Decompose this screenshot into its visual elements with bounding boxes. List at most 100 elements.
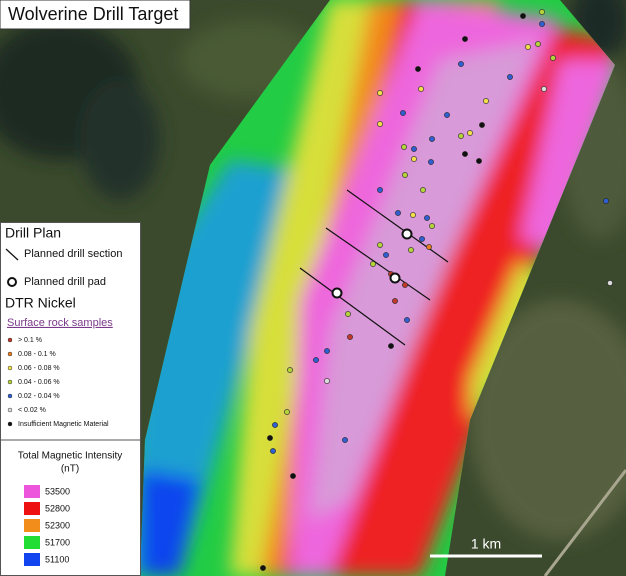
sample-symbol bbox=[7, 421, 13, 427]
legend-item: < 0.02 % bbox=[18, 407, 46, 414]
sample-symbol bbox=[7, 407, 13, 413]
drill-pads bbox=[331, 228, 413, 299]
legend-item: 0.06 - 0.08 % bbox=[18, 365, 60, 372]
sample-symbol bbox=[7, 337, 13, 343]
legend-box bbox=[0, 222, 141, 576]
color-swatch bbox=[24, 553, 40, 566]
color-swatch bbox=[24, 519, 40, 532]
sample-point bbox=[402, 282, 408, 288]
sample-point bbox=[520, 13, 526, 19]
sample-point bbox=[424, 215, 430, 221]
sample-point bbox=[541, 86, 547, 92]
legend-item: 53500 bbox=[45, 486, 70, 496]
sample-point bbox=[525, 44, 531, 50]
color-swatch bbox=[24, 502, 40, 515]
sample-point bbox=[383, 252, 389, 258]
sample-point bbox=[272, 422, 278, 428]
sample-point bbox=[392, 298, 398, 304]
sample-point bbox=[313, 357, 319, 363]
color-swatch bbox=[24, 536, 40, 549]
title-box bbox=[0, 0, 191, 30]
sample-point bbox=[462, 151, 468, 157]
sample-point bbox=[444, 112, 450, 118]
legend-item: 52800 bbox=[45, 503, 70, 513]
sample-point bbox=[377, 90, 383, 96]
sample-point bbox=[411, 156, 417, 162]
legend-item: Planned drill section bbox=[24, 248, 122, 260]
sample-symbol bbox=[7, 351, 13, 357]
section-symbol bbox=[5, 248, 19, 261]
sample-point bbox=[370, 261, 376, 267]
legend-item: > 0.1 % bbox=[18, 337, 42, 344]
sample-point bbox=[419, 236, 425, 242]
sample-point bbox=[377, 187, 383, 193]
legend-item: 0.08 - 0.1 % bbox=[18, 351, 56, 358]
legend-heading: Drill Plan bbox=[5, 225, 61, 241]
sample-point bbox=[324, 378, 330, 384]
sample-legend: > 0.1 % 0.08 - 0.1 % 0.06 - 0.08 % 0.04 - 0… bbox=[7, 337, 109, 428]
legend-item: Planned drill pad bbox=[24, 276, 106, 288]
legend-item: Insufficient Magnetic Material bbox=[18, 421, 109, 428]
sample-point bbox=[420, 187, 426, 193]
sample-point bbox=[426, 244, 432, 250]
sample-point bbox=[507, 74, 513, 80]
sample-point bbox=[462, 36, 468, 42]
legend-subheading: Surface rock samples bbox=[7, 317, 113, 329]
sample-point bbox=[347, 334, 353, 340]
sample-point bbox=[535, 41, 541, 47]
sample-point bbox=[429, 223, 435, 229]
sample-point bbox=[429, 136, 435, 142]
sample-point bbox=[287, 367, 293, 373]
magnetic-legend: 53500 52800 52300 51700 51100 bbox=[24, 485, 70, 566]
sample-point bbox=[410, 212, 416, 218]
magnetic-title: Total Magnetic Intensity bbox=[18, 451, 123, 462]
sample-point bbox=[345, 311, 351, 317]
sample-point bbox=[603, 198, 609, 204]
sample-point bbox=[458, 133, 464, 139]
sample-point bbox=[388, 343, 394, 349]
sample-symbol bbox=[7, 379, 13, 385]
sample-point bbox=[284, 409, 290, 415]
sample-point bbox=[290, 473, 296, 479]
pad-symbol bbox=[7, 277, 17, 287]
sample-point bbox=[418, 86, 424, 92]
legend-item: 52300 bbox=[45, 520, 70, 530]
sample-point bbox=[539, 9, 545, 15]
sample-point bbox=[411, 146, 417, 152]
sample-point bbox=[408, 247, 414, 253]
sample-point bbox=[324, 348, 330, 354]
sample-point bbox=[539, 21, 545, 27]
sample-point bbox=[467, 130, 473, 136]
sample-point bbox=[400, 110, 406, 116]
legend-item: 51700 bbox=[45, 537, 70, 547]
sample-point bbox=[270, 448, 276, 454]
sample-point bbox=[458, 61, 464, 67]
drill-sections bbox=[299, 189, 449, 346]
sample-point bbox=[402, 172, 408, 178]
road bbox=[543, 469, 626, 576]
sample-point bbox=[415, 66, 421, 72]
sample-point bbox=[428, 159, 434, 165]
map-title: Wolverine Drill Target bbox=[8, 4, 178, 24]
sample-point bbox=[483, 98, 489, 104]
sample-point bbox=[342, 437, 348, 443]
sample-point bbox=[377, 242, 383, 248]
sample-point bbox=[395, 210, 401, 216]
sample-point bbox=[479, 122, 485, 128]
sample-symbol bbox=[7, 365, 13, 371]
sample-point bbox=[404, 317, 410, 323]
sample-point bbox=[267, 435, 273, 441]
sample-point bbox=[377, 121, 383, 127]
sample-symbol bbox=[7, 393, 13, 399]
legend-item: 0.02 - 0.04 % bbox=[18, 393, 60, 400]
sample-points bbox=[260, 9, 613, 571]
legend-item: 51100 bbox=[45, 554, 69, 564]
scale-label: 1 km bbox=[471, 536, 501, 552]
sample-point bbox=[260, 565, 266, 571]
legend-item: 0.04 - 0.06 % bbox=[18, 379, 60, 386]
sample-point bbox=[607, 280, 613, 286]
magnetic-unit: (nT) bbox=[61, 464, 79, 475]
sample-point bbox=[476, 158, 482, 164]
sample-point bbox=[401, 144, 407, 150]
